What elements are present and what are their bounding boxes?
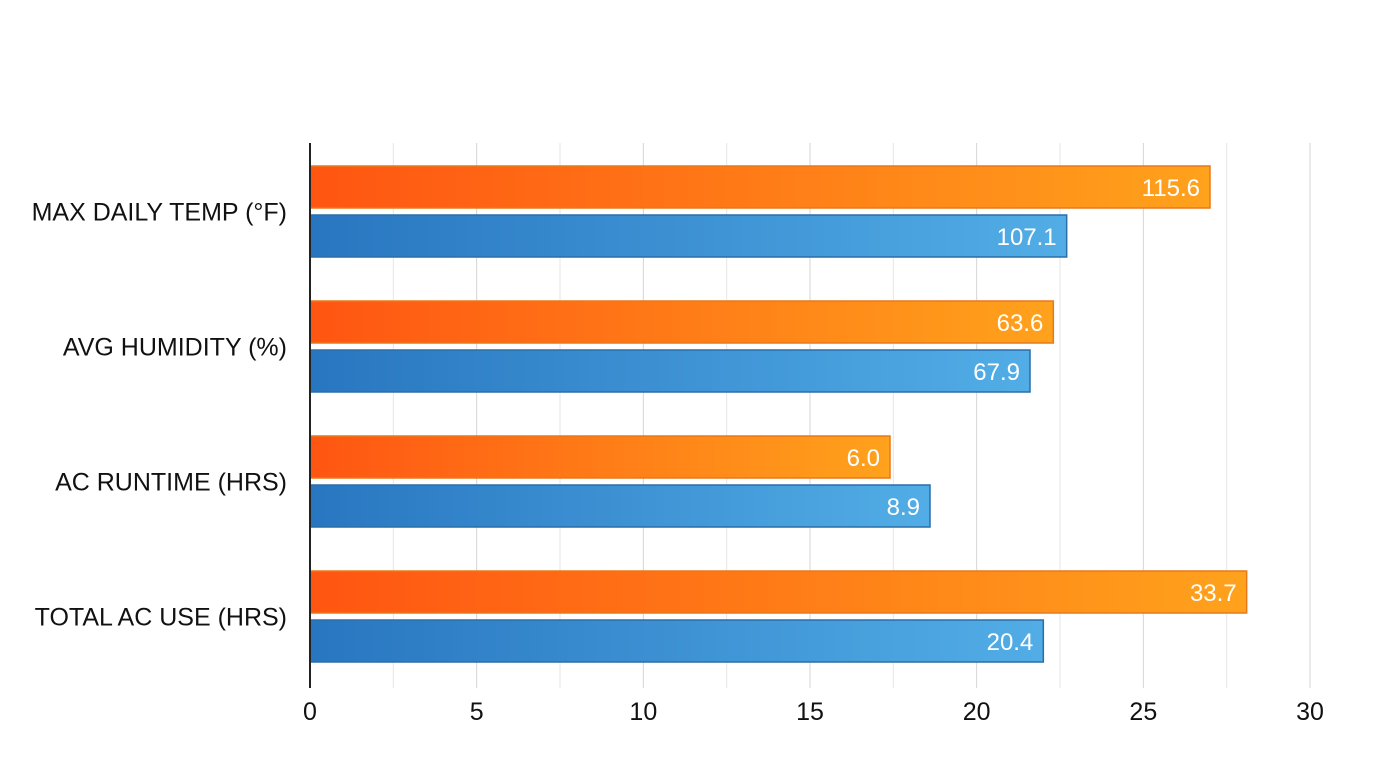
category-label: MAX DAILY TEMP (°F) <box>32 199 287 227</box>
bar-series2-1 <box>309 214 1068 258</box>
data-label: 63.6 <box>997 310 1044 337</box>
x-tick-label: 0 <box>303 698 317 726</box>
data-label: 67.9 <box>973 359 1020 386</box>
data-label: 115.6 <box>1142 175 1200 202</box>
bars-layer: 115.6 107.1 63.6 67.9 6.0 8.9 33.7 20.4 <box>309 165 1248 663</box>
data-label: 33.7 <box>1190 580 1237 607</box>
data-label: 8.9 <box>887 494 920 521</box>
x-tick-label: 15 <box>796 698 824 726</box>
category-label: AC RUNTIME (HRS) <box>55 469 287 497</box>
bar-series2-2 <box>309 349 1031 393</box>
axis-layer: MAX DAILY TEMP (°F) AVG HUMIDITY (%) AC RU… <box>32 143 1324 726</box>
x-tick-label: 20 <box>963 698 991 726</box>
bar-series2-4 <box>309 619 1045 663</box>
data-label: 107.1 <box>997 224 1057 251</box>
bar-series1-4 <box>309 570 1248 614</box>
bar-series1-1 <box>309 165 1211 209</box>
x-tick-label: 25 <box>1129 698 1157 726</box>
category-label: TOTAL AC USE (HRS) <box>35 604 287 632</box>
bar-series1-3 <box>309 435 891 479</box>
x-tick-label: 5 <box>470 698 484 726</box>
x-tick-label: 30 <box>1296 698 1324 726</box>
bar-series2-3 <box>309 484 931 528</box>
category-label: AVG HUMIDITY (%) <box>63 334 287 362</box>
data-label: 20.4 <box>987 629 1034 656</box>
x-tick-label: 10 <box>629 698 657 726</box>
bar-series1-2 <box>309 300 1055 344</box>
data-label: 6.0 <box>847 445 880 472</box>
